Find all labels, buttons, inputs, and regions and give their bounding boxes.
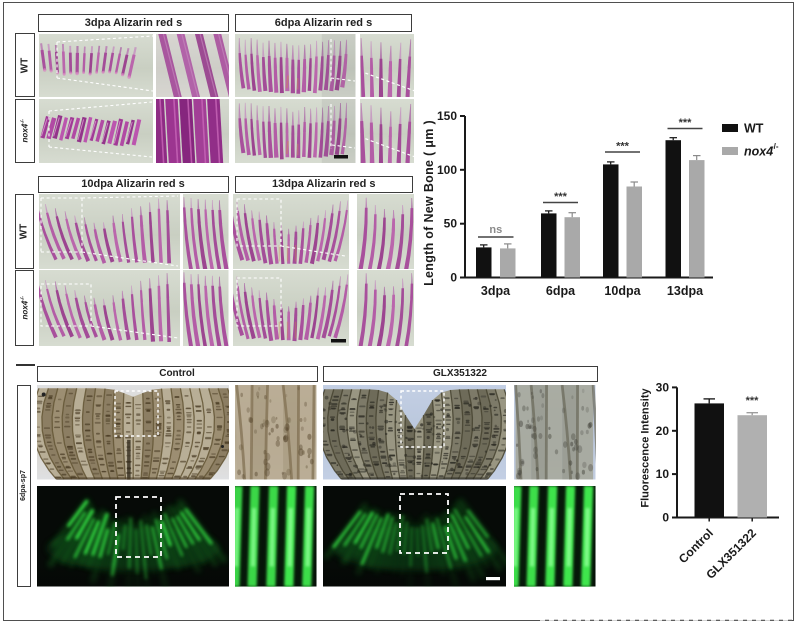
svg-text:***: *** — [679, 117, 693, 129]
svg-text:30: 30 — [656, 380, 670, 394]
svg-text:150: 150 — [437, 109, 457, 123]
svg-text:***: *** — [746, 395, 760, 407]
svg-text:nox4: nox4 — [744, 145, 773, 159]
svg-text:-/-: -/- — [771, 142, 779, 151]
svg-text:100: 100 — [437, 163, 457, 177]
svg-text:50: 50 — [444, 217, 458, 231]
svg-text:10dpa: 10dpa — [604, 284, 641, 298]
svg-text:6dpa: 6dpa — [546, 284, 576, 298]
svg-text:13dpa: 13dpa — [667, 284, 704, 298]
svg-text:***: *** — [554, 191, 568, 203]
svg-text:***: *** — [616, 141, 630, 153]
svg-text:WT: WT — [744, 122, 764, 136]
svg-text:0: 0 — [450, 271, 457, 285]
svg-text:20: 20 — [656, 424, 670, 438]
svg-text:ns: ns — [489, 224, 502, 236]
svg-text:10: 10 — [656, 467, 670, 481]
svg-text:3dpa: 3dpa — [481, 284, 511, 298]
svg-text:0: 0 — [662, 511, 669, 525]
